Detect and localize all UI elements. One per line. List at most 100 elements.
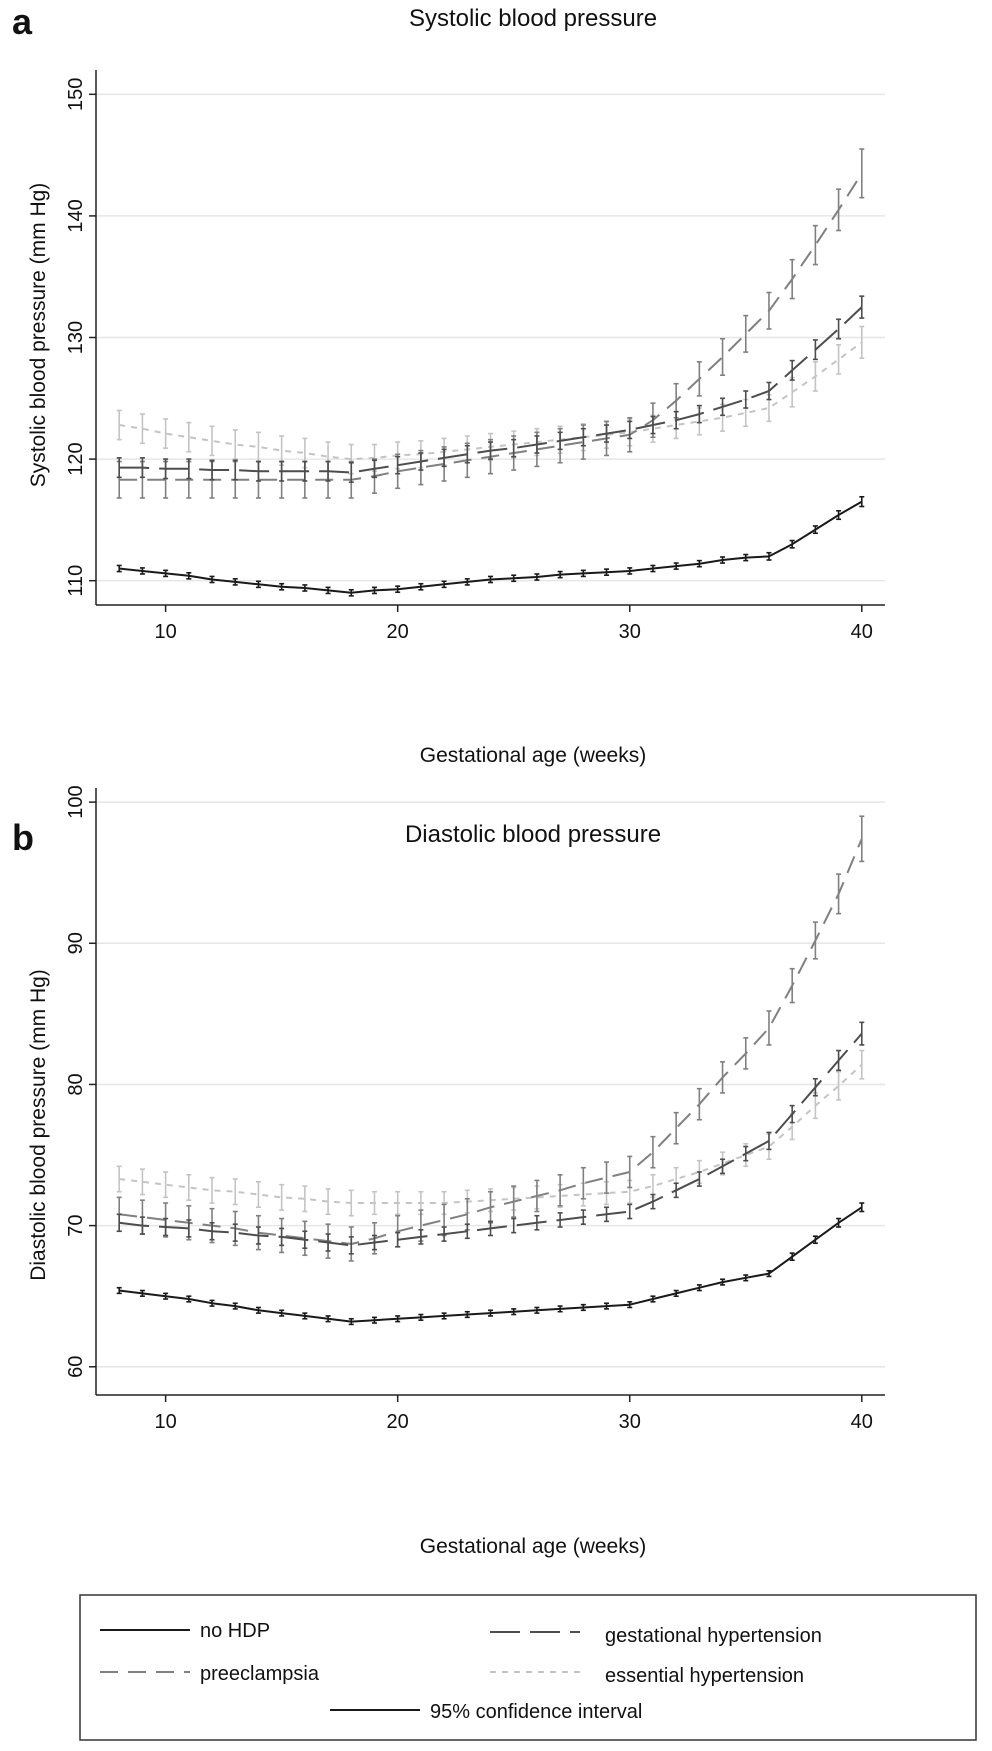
diastolic-ci-bar-essential-16 — [302, 1185, 308, 1213]
systolic-ci-bar-no-hdp-33 — [696, 559, 702, 568]
diastolic-ci-bar-gestational-16 — [302, 1230, 308, 1249]
diastolic-y-axis-label: Diastolic blood pressure (mm Hg) — [27, 969, 50, 1281]
diastolic-ci-bar-no-hdp-11 — [186, 1295, 192, 1303]
systolic-ci-bar-preeclampsia-37 — [789, 258, 795, 300]
legend-label-essential: essential hypertension — [605, 1665, 804, 1687]
systolic-ci-bar-no-hdp-18 — [348, 589, 354, 597]
diastolic-ci-bar-gestational-18 — [348, 1236, 354, 1255]
diastolic-y-tick-label-70: 70 — [65, 1214, 87, 1236]
diastolic-ci-bar-no-hdp-25 — [511, 1308, 517, 1316]
systolic-chart-title: Systolic blood pressure — [409, 5, 657, 32]
diastolic-ci-bar-preeclampsia-39 — [836, 873, 842, 915]
systolic-ci-bar-gestational-20 — [395, 455, 401, 475]
systolic-ci-bar-gestational-19 — [371, 459, 377, 479]
systolic-ci-bar-essential-38 — [812, 361, 818, 392]
systolic-ci-bar-gestational-23 — [464, 444, 470, 464]
diastolic-ci-bar-gestational-30 — [627, 1203, 633, 1220]
legend: no HDP gestational hypertension preeclam… — [79, 1594, 977, 1741]
systolic-ci-bar-gestational-8 — [116, 457, 122, 479]
systolic-ci-bar-no-hdp-9 — [139, 567, 145, 575]
systolic-ci-bar-no-hdp-14 — [255, 580, 261, 589]
diastolic-ci-bar-no-hdp-27 — [557, 1305, 563, 1313]
diastolic-ci-bar-preeclampsia-30 — [627, 1155, 633, 1189]
systolic-ci-bar-essential-13 — [232, 429, 238, 460]
systolic-ci-bar-no-hdp-25 — [511, 574, 517, 583]
diastolic-ci-bar-gestational-40 — [859, 1021, 865, 1046]
systolic-ci-bar-no-hdp-15 — [279, 582, 285, 591]
systolic-ci-bar-no-hdp-35 — [743, 553, 749, 562]
systolic-plot-area: 110 120 130 140 150 10 20 30 40 — [65, 70, 885, 643]
diastolic-series-essential — [119, 1063, 863, 1204]
systolic-ci-bar-gestational-17 — [325, 460, 331, 482]
systolic-ci-bar-essential-8 — [116, 409, 122, 441]
systolic-ci-bar-preeclampsia-39 — [836, 188, 842, 232]
systolic-ci-bar-no-hdp-12 — [209, 575, 215, 584]
diastolic-series-preeclampsia — [119, 838, 863, 1245]
systolic-ci-bar-gestational-32 — [673, 410, 679, 430]
diastolic-ci-bar-essential-11 — [186, 1173, 192, 1201]
diastolic-ci-bar-essential-17 — [325, 1188, 331, 1216]
diastolic-ci-bar-gestational-8 — [116, 1213, 122, 1233]
systolic-ci-bar-no-hdp-23 — [464, 578, 470, 586]
diastolic-ci-bar-gestational-23 — [464, 1223, 470, 1240]
systolic-ci-bar-no-hdp-13 — [232, 578, 238, 586]
systolic-chart: a Systolic blood pressure Systolic blood… — [12, 1, 885, 767]
diastolic-ci-bar-preeclampsia-32 — [673, 1111, 679, 1145]
diastolic-ci-bar-gestational-17 — [325, 1233, 331, 1252]
diastolic-ci-bar-essential-13 — [232, 1178, 238, 1206]
diastolic-ci-bar-no-hdp-26 — [534, 1306, 540, 1314]
systolic-ci-bar-no-hdp-36 — [766, 551, 772, 561]
diastolic-ci-bar-gestational-9 — [139, 1216, 145, 1235]
diastolic-ci-bar-essential-8 — [116, 1165, 122, 1193]
diastolic-ci-bar-gestational-35 — [743, 1145, 749, 1162]
diastolic-plot-area: 60 70 80 90 100 10 20 30 40 — [65, 785, 885, 1433]
diastolic-ci-bar-preeclampsia-31 — [650, 1135, 656, 1169]
diastolic-ci-bar-preeclampsia-29 — [604, 1161, 610, 1194]
systolic-ci-bar-gestational-27 — [557, 431, 563, 451]
systolic-ci-bar-gestational-36 — [766, 381, 772, 401]
systolic-ci-bar-no-hdp-11 — [186, 571, 192, 580]
diastolic-ci-bar-gestational-11 — [186, 1219, 192, 1238]
diastolic-ci-bar-gestational-33 — [696, 1171, 702, 1187]
diastolic-ci-bar-gestational-32 — [673, 1182, 679, 1199]
diastolic-ci-bar-gestational-39 — [836, 1049, 842, 1072]
diastolic-ci-bar-gestational-29 — [604, 1206, 610, 1223]
diastolic-ci-bar-preeclampsia-28 — [580, 1166, 586, 1200]
systolic-ci-bar-gestational-28 — [580, 427, 586, 447]
diastolic-ci-bar-preeclampsia-33 — [696, 1087, 702, 1121]
systolic-x-axis-label: Gestational age (weeks) — [420, 744, 646, 767]
diastolic-ci-bar-essential-38 — [812, 1092, 818, 1120]
diastolic-ci-bar-no-hdp-29 — [604, 1302, 610, 1310]
legend-box — [79, 1594, 977, 1741]
systolic-ci-bar-gestational-12 — [209, 459, 215, 481]
systolic-ci-bar-gestational-34 — [720, 397, 726, 417]
systolic-ci-bar-essential-40 — [859, 325, 865, 359]
diastolic-ci-bar-no-hdp-14 — [255, 1306, 261, 1314]
systolic-ci-bar-gestational-25 — [511, 438, 517, 458]
systolic-ci-bar-gestational-26 — [534, 435, 540, 454]
systolic-ci-bar-essential-14 — [255, 431, 261, 463]
systolic-ci-bar-gestational-11 — [186, 458, 192, 480]
diastolic-ci-bar-essential-12 — [209, 1176, 215, 1204]
diastolic-ci-bar-no-hdp-20 — [395, 1315, 401, 1323]
diastolic-ci-bar-gestational-15 — [279, 1227, 285, 1247]
diastolic-ci-bar-gestational-28 — [580, 1209, 586, 1225]
systolic-ci-bar-no-hdp-37 — [789, 539, 795, 549]
diastolic-ci-bar-no-hdp-24 — [488, 1309, 493, 1317]
diastolic-y-tick-label-100: 100 — [65, 785, 87, 818]
diastolic-ci-bar-essential-39 — [836, 1070, 842, 1101]
systolic-ci-bar-no-hdp-40 — [859, 495, 865, 508]
diastolic-ci-bar-essential-18 — [348, 1189, 354, 1217]
systolic-ci-bar-gestational-35 — [743, 390, 749, 409]
diastolic-ci-bar-no-hdp-36 — [766, 1269, 772, 1278]
systolic-ci-bar-no-hdp-24 — [488, 575, 493, 584]
systolic-ci-bar-gestational-15 — [279, 460, 285, 482]
diastolic-ci-bar-no-hdp-31 — [650, 1295, 656, 1303]
systolic-ci-bar-essential-12 — [209, 425, 215, 457]
systolic-x-tick-label-10: 10 — [154, 621, 176, 643]
diastolic-ci-bar-no-hdp-33 — [696, 1284, 702, 1292]
diastolic-ci-bar-gestational-34 — [720, 1158, 726, 1175]
diastolic-ci-bar-gestational-27 — [557, 1212, 563, 1228]
diastolic-ci-bar-no-hdp-17 — [325, 1315, 331, 1323]
